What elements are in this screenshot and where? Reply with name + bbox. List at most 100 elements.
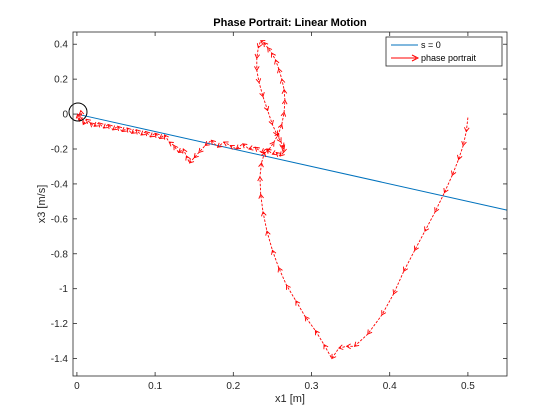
phase-arrowhead (267, 46, 273, 53)
phase-arrowhead (276, 137, 282, 143)
phase-arrowhead (168, 141, 174, 147)
phase-arrowhead (126, 127, 132, 133)
x-axis-label: x1 [m] (275, 393, 305, 405)
axes-box (72, 31, 508, 377)
y-tick-label: 0.4 (54, 40, 68, 51)
phase-arrowhead (140, 130, 146, 136)
phase-arrowhead (93, 121, 99, 127)
phase-arrowhead (159, 134, 165, 140)
phase-arrowhead (254, 53, 261, 60)
phase-arrowhead (130, 128, 137, 134)
phase-arrowhead (392, 289, 398, 295)
phase-arrowhead (281, 99, 288, 105)
y-tick-label: -1.2 (51, 319, 69, 330)
phase-arrowhead (367, 329, 373, 335)
phase-arrowhead (338, 344, 344, 350)
phase-arrowhead (112, 125, 118, 131)
phase-arrowhead (424, 226, 430, 232)
s-zero-line-group (76, 113, 508, 211)
phase-arrowhead (281, 147, 287, 154)
phase-arrowhead (457, 154, 463, 161)
series-line-phase-portrait (77, 40, 469, 360)
legend-swatch-arrowhead (411, 54, 420, 62)
phase-arrowhead (235, 144, 242, 150)
phase-arrowhead (188, 158, 195, 164)
x-tick-label: 0.4 (383, 381, 397, 392)
y-tick-label: -0.2 (51, 144, 69, 155)
x-axis-ticks: 0 0.1 0.2 0.3 0.4 0.5 (74, 32, 475, 392)
phase-arrowhead (280, 111, 287, 117)
phase-arrowhead (248, 145, 254, 151)
phase-arrowhead (268, 119, 274, 126)
phase-arrowhead (271, 150, 278, 156)
phase-arrowhead (204, 140, 210, 147)
phase-arrowhead (274, 132, 280, 138)
phase-arrowhead (269, 141, 275, 147)
phase-arrowhead (193, 153, 199, 159)
phase-arrowhead (461, 140, 467, 147)
phase-arrowhead (281, 88, 288, 95)
phase-arrowhead (75, 113, 82, 119)
y-axis-label: x3 [m/s] (36, 185, 48, 224)
phase-arrowhead (257, 176, 263, 182)
y-tick-label: 0 (62, 110, 68, 121)
phase-arrowhead (353, 341, 360, 347)
phase-arrowhead (229, 144, 235, 150)
phase-arrowhead (102, 123, 109, 129)
phase-arrowhead (98, 122, 104, 128)
x-tick-label: 0.5 (461, 381, 475, 392)
phase-portrait-group (75, 40, 470, 360)
phase-arrowhead (164, 134, 169, 140)
phase-arrowhead (295, 300, 301, 306)
phase-arrowhead (266, 148, 272, 154)
y-tick-label: -1 (59, 284, 68, 295)
phase-arrowhead (78, 109, 85, 116)
phase-arrowhead (254, 66, 260, 72)
phase-arrowhead (185, 155, 191, 161)
phase-arrowhead (255, 78, 262, 84)
phase-arrowhead (259, 40, 266, 46)
phase-arrowhead (263, 105, 270, 112)
y-axis-ticks: 0.4 0.2 0 -0.2 -0.4 -0.6 -0.8 -1 -1.2 -1.4 (51, 40, 507, 365)
phase-arrowhead (258, 162, 264, 168)
series-line-s-zero (76, 113, 508, 211)
phase-arrowhead (381, 310, 387, 316)
chart-title: Phase Portrait: Linear Motion (213, 17, 367, 29)
phase-arrowhead (217, 142, 223, 148)
phase-arrowhead (89, 122, 95, 128)
origin-circle-marker (68, 102, 88, 122)
y-tick-label: -0.6 (51, 214, 69, 225)
phase-arrowhead (271, 52, 276, 58)
phase-arrowhead (173, 144, 179, 151)
phase-arrowhead (265, 230, 271, 236)
phase-arrowhead (198, 147, 204, 154)
y-tick-label: -0.4 (51, 179, 69, 190)
phase-arrowhead (323, 343, 329, 350)
phase-arrowhead (304, 315, 310, 322)
phase-arrowhead (434, 207, 440, 213)
x-tick-label: 0.1 (148, 381, 162, 392)
phase-arrowhead (331, 353, 337, 360)
phase-arrowhead (223, 141, 229, 147)
phase-arrowhead (314, 329, 320, 336)
phase-arrowhead (403, 266, 409, 272)
phase-arrowhead (260, 148, 267, 153)
phase-arrowhead (275, 151, 281, 158)
phase-arrowhead (277, 67, 283, 74)
phase-arrowhead (451, 170, 457, 177)
phase-arrowhead (414, 245, 419, 252)
x-tick-label: 0.2 (226, 381, 240, 392)
phase-arrowhead (263, 41, 269, 48)
legend-label-s-zero: s = 0 (421, 40, 441, 50)
phase-arrowhead (177, 148, 184, 154)
x-tick-label: 0 (74, 381, 80, 392)
phase-arrowhead (286, 284, 291, 290)
phase-arrowhead (82, 119, 88, 126)
phase-arrowhead (107, 123, 113, 130)
phase-arrowhead (443, 187, 449, 194)
phase-arrowhead (277, 266, 283, 273)
phase-arrowhead (279, 78, 286, 84)
phase-arrowhead (277, 123, 284, 130)
